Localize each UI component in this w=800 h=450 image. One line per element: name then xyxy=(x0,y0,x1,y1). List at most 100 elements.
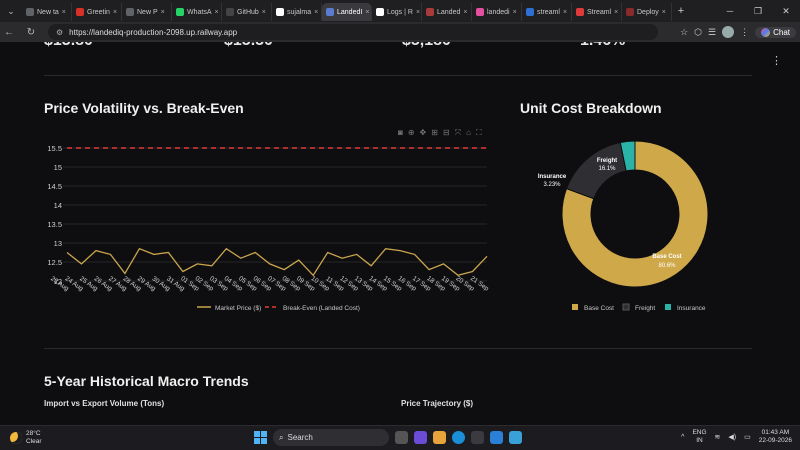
browser-tab[interactable]: GitHub × xyxy=(222,3,272,21)
slice-label-insurance: Insurance xyxy=(538,174,567,180)
weather-widget[interactable]: 28°C Clear xyxy=(10,430,42,446)
y-tick-label: 14 xyxy=(54,201,62,210)
tab-close-icon[interactable]: × xyxy=(214,8,219,16)
tab-close-icon[interactable]: × xyxy=(365,8,370,16)
mail-icon[interactable] xyxy=(490,431,503,444)
browser-tab[interactable]: Landed × xyxy=(422,3,472,21)
tab-label: sujalma xyxy=(287,8,312,16)
browser-tab[interactable]: Streaml × xyxy=(572,3,622,21)
browser-tab[interactable]: sujalma × xyxy=(272,3,322,21)
language-indicator[interactable]: ENG IN xyxy=(692,429,707,444)
app-page: $13.80 $15.50 $5,180 1.46% ⋮ Price Volat… xyxy=(0,42,800,425)
tab-label: LandedI xyxy=(337,8,363,16)
unit-cost-title: Unit Cost Breakdown xyxy=(520,100,662,116)
browser-tab[interactable]: New P × xyxy=(122,3,172,21)
macro-trends-title: 5-Year Historical Macro Trends xyxy=(44,373,249,389)
new-tab-button[interactable]: + xyxy=(677,5,685,17)
legend-label-market: Market Price ($) xyxy=(215,305,261,312)
chat-button[interactable]: Chat xyxy=(755,26,796,38)
tab-favicon-icon xyxy=(576,8,584,16)
browser-tab[interactable]: streaml × xyxy=(522,3,572,21)
back-icon[interactable]: ← xyxy=(4,26,14,38)
pie-legend-label: Base Cost xyxy=(584,305,614,312)
pie-slice-freight xyxy=(565,141,627,200)
volume-icon[interactable]: ◀) xyxy=(728,434,737,441)
tab-favicon-icon xyxy=(376,8,384,16)
reading-list-icon[interactable]: ☰ xyxy=(708,26,717,37)
minimize-icon[interactable]: ─ xyxy=(726,6,734,16)
tab-close-icon[interactable]: × xyxy=(562,8,568,16)
browser-tab[interactable]: WhatsA × xyxy=(172,3,222,21)
browser-tab[interactable]: Deploy × xyxy=(622,3,672,21)
tab-close-icon[interactable]: × xyxy=(112,8,118,16)
legend-label-break-even: Break-Even (Landed Cost) xyxy=(283,305,360,312)
search-label: Search xyxy=(287,433,313,442)
tab-close-icon[interactable]: × xyxy=(661,8,666,16)
zoom-out-icon[interactable]: ⊟ xyxy=(442,128,450,137)
tab-favicon-icon xyxy=(26,8,34,16)
tab-close-icon[interactable]: × xyxy=(463,8,468,16)
copilot-icon[interactable] xyxy=(414,431,427,444)
tab-label: Streaml xyxy=(587,8,612,16)
tab-close-icon[interactable]: × xyxy=(512,8,517,16)
site-info-icon[interactable]: ⚙ xyxy=(56,27,64,37)
maximize-icon[interactable]: ❐ xyxy=(753,6,763,16)
clock[interactable]: 01:43 AM 22-09-2026 xyxy=(758,429,792,444)
browser-menu-icon[interactable]: ⋮ xyxy=(740,26,750,37)
task-view-icon[interactable] xyxy=(395,431,408,444)
kpi-value-4: 1.46% xyxy=(580,42,625,50)
zoom-in-icon[interactable]: ⊞ xyxy=(431,128,438,137)
start-icon[interactable] xyxy=(254,431,267,444)
tab-close-icon[interactable]: × xyxy=(314,8,319,16)
taskbar-search[interactable]: ⌕ Search xyxy=(273,429,389,446)
tab-close-icon[interactable]: × xyxy=(61,8,66,16)
browser-tab[interactable]: Greetin × xyxy=(72,3,122,21)
app-icon[interactable] xyxy=(509,431,522,444)
slice-label-base: Base Cost xyxy=(652,254,681,260)
y-tick-label: 13 xyxy=(54,239,62,248)
extensions-icon[interactable]: ⬡ xyxy=(694,26,703,37)
app-menu-icon[interactable]: ⋮ xyxy=(771,55,782,67)
browser-tab[interactable]: landedi × xyxy=(472,3,522,21)
tab-label: New P xyxy=(137,8,158,16)
home-icon[interactable]: ⌂ xyxy=(466,128,471,137)
browser-tab[interactable]: LandedI × xyxy=(322,3,372,21)
wifi-icon[interactable]: ≋ xyxy=(714,434,721,441)
price-trajectory-subtitle: Price Trajectory ($) xyxy=(401,399,474,408)
pan-icon[interactable]: ✥ xyxy=(419,128,427,137)
zoom-icon[interactable]: ⊕ xyxy=(407,128,415,137)
fullscreen-icon[interactable]: ⛶ xyxy=(475,128,482,137)
tab-close-icon[interactable]: × xyxy=(614,8,619,16)
pie-legend-swatch xyxy=(622,303,630,311)
chat-label: Chat xyxy=(773,27,790,37)
bookmark-star-icon[interactable]: ☆ xyxy=(680,26,689,37)
file-explorer-icon[interactable] xyxy=(433,431,446,444)
url-field[interactable]: ⚙ https://landediq-production-2098.up.ra… xyxy=(48,24,658,40)
pie-legend-label: Freight xyxy=(635,305,655,312)
tray-chevron-icon[interactable]: ^ xyxy=(681,433,685,441)
close-window-icon[interactable]: ✕ xyxy=(782,6,790,16)
y-tick-label: 15.5 xyxy=(47,144,62,153)
autoscale-icon[interactable]: ⤧ xyxy=(454,128,462,137)
section-divider-2 xyxy=(44,348,752,349)
y-tick-label: 12 xyxy=(54,277,62,286)
browser-tab[interactable]: New ta × xyxy=(22,3,72,21)
tab-favicon-icon xyxy=(476,8,484,16)
tab-label: streaml xyxy=(537,8,560,16)
chart-modebar: ◙ ⊕ ✥ ⊞ ⊟ ⤧ ⌂ ⛶ xyxy=(398,128,482,138)
tab-close-icon[interactable]: × xyxy=(261,8,266,16)
tab-close-icon[interactable]: × xyxy=(415,8,421,16)
browser-tab[interactable]: Logs | R × xyxy=(372,3,422,21)
tab-label: GitHub xyxy=(237,8,259,16)
kpi-value-3: $5,180 xyxy=(402,42,451,50)
tab-close-icon[interactable]: × xyxy=(160,8,165,16)
tab-label: Deploy xyxy=(637,8,659,16)
profile-avatar[interactable] xyxy=(722,26,735,38)
store-icon[interactable] xyxy=(471,431,484,444)
camera-icon[interactable]: ◙ xyxy=(398,128,403,137)
tab-search-icon[interactable]: ⌄ xyxy=(7,5,15,16)
y-tick-label: 13.5 xyxy=(47,220,62,229)
edge-icon[interactable] xyxy=(452,431,465,444)
battery-icon[interactable]: ▭ xyxy=(744,434,751,441)
reload-icon[interactable]: ↻ xyxy=(26,26,36,38)
